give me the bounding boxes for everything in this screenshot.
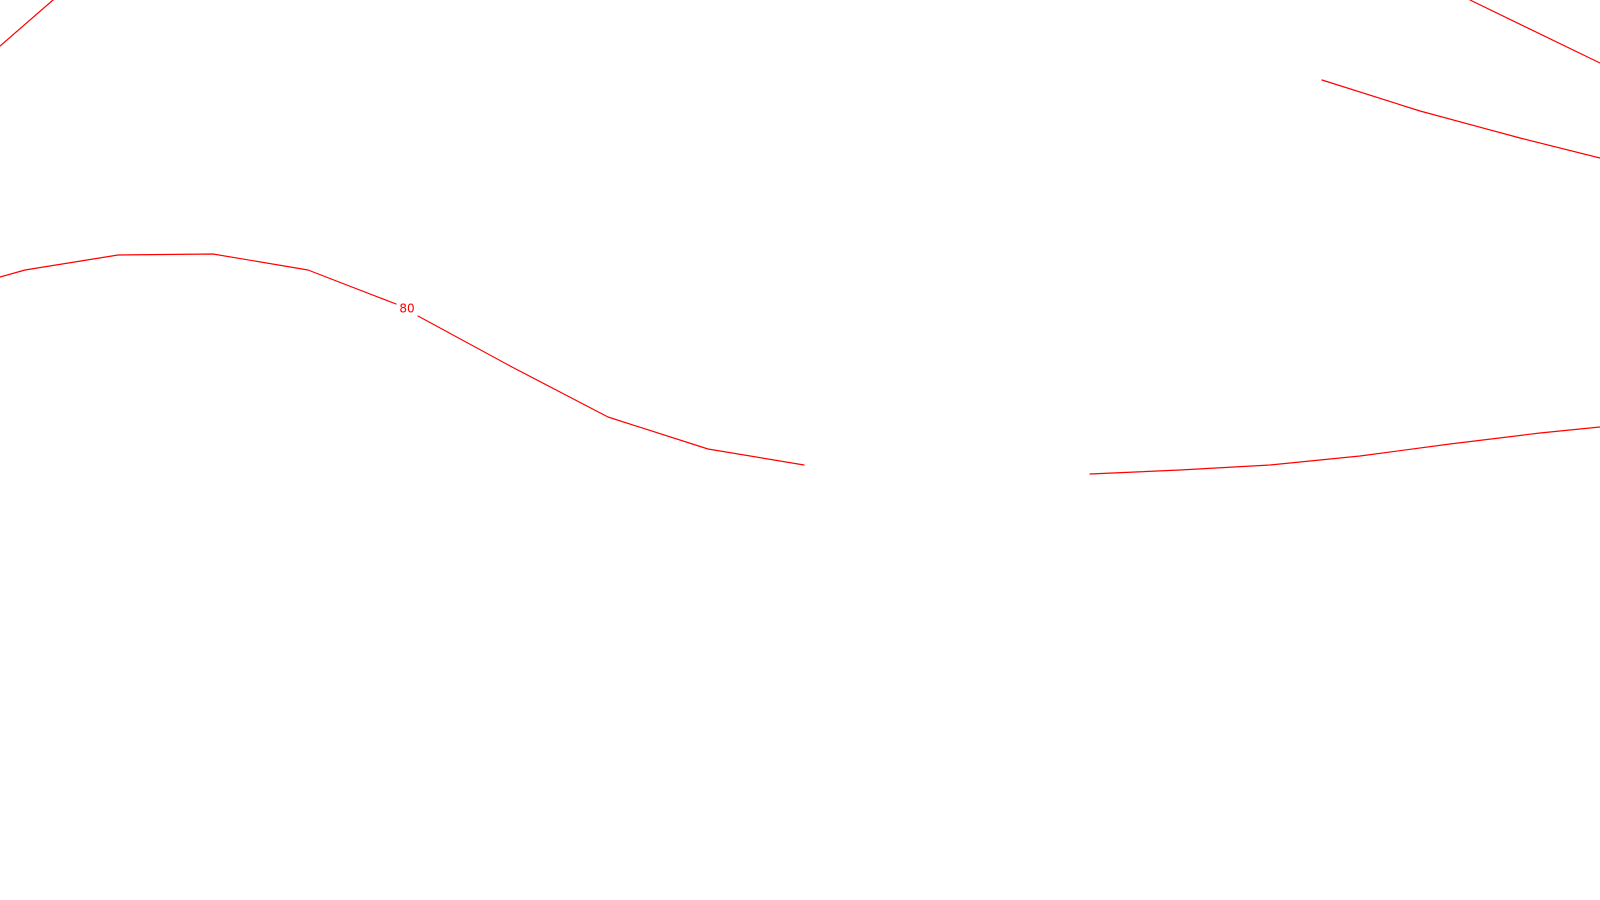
contour-line-upper-right — [1322, 80, 1600, 158]
contour-line-80-left — [0, 254, 396, 304]
contour-line-80-right — [1090, 427, 1600, 474]
contour-line-80-middle — [418, 316, 804, 465]
contour-line-top-right — [1470, 0, 1600, 63]
contour-line-top-left — [0, 0, 53, 46]
contour-label-80: 80 — [399, 302, 414, 316]
